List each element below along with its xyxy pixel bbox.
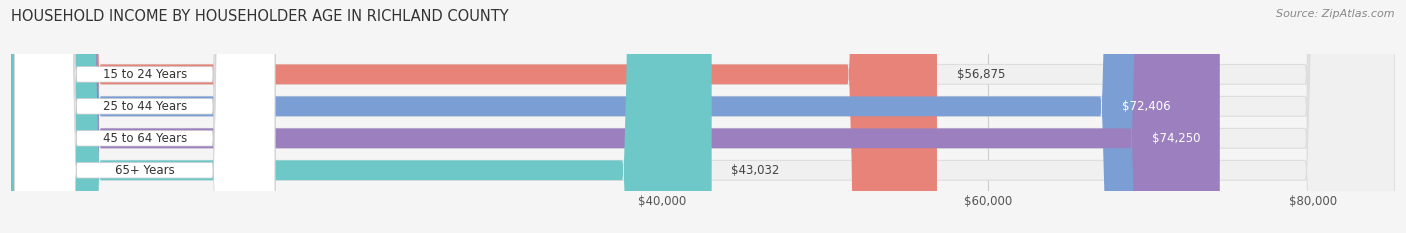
Text: HOUSEHOLD INCOME BY HOUSEHOLDER AGE IN RICHLAND COUNTY: HOUSEHOLD INCOME BY HOUSEHOLDER AGE IN R… bbox=[11, 9, 509, 24]
FancyBboxPatch shape bbox=[11, 0, 1220, 233]
FancyBboxPatch shape bbox=[11, 0, 1189, 233]
FancyBboxPatch shape bbox=[11, 0, 1395, 233]
Text: 65+ Years: 65+ Years bbox=[115, 164, 174, 177]
Text: $72,406: $72,406 bbox=[1122, 100, 1170, 113]
FancyBboxPatch shape bbox=[14, 0, 276, 233]
Text: 25 to 44 Years: 25 to 44 Years bbox=[103, 100, 187, 113]
Text: $43,032: $43,032 bbox=[731, 164, 779, 177]
FancyBboxPatch shape bbox=[14, 0, 276, 233]
FancyBboxPatch shape bbox=[11, 0, 936, 233]
Text: 15 to 24 Years: 15 to 24 Years bbox=[103, 68, 187, 81]
Text: Source: ZipAtlas.com: Source: ZipAtlas.com bbox=[1277, 9, 1395, 19]
Text: $74,250: $74,250 bbox=[1152, 132, 1201, 145]
FancyBboxPatch shape bbox=[11, 0, 1395, 233]
FancyBboxPatch shape bbox=[14, 0, 276, 233]
Text: $56,875: $56,875 bbox=[956, 68, 1005, 81]
FancyBboxPatch shape bbox=[11, 0, 711, 233]
FancyBboxPatch shape bbox=[14, 0, 276, 233]
FancyBboxPatch shape bbox=[11, 0, 1395, 233]
Text: 45 to 64 Years: 45 to 64 Years bbox=[103, 132, 187, 145]
FancyBboxPatch shape bbox=[11, 0, 1395, 233]
